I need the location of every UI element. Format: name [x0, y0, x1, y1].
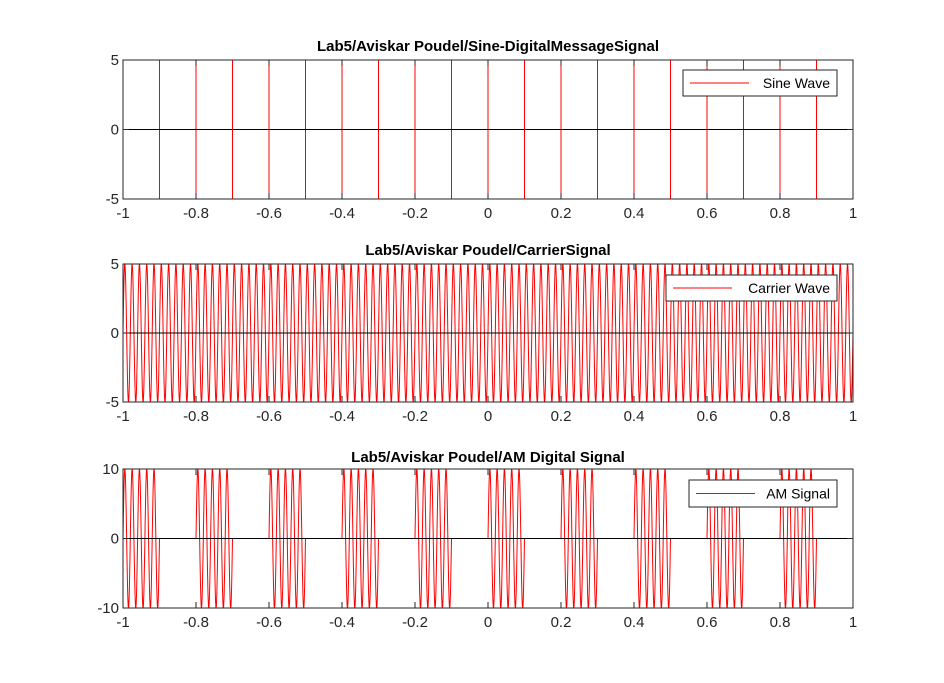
x-tick-label: 0.2 [551, 408, 572, 425]
legend: Carrier Wave [665, 274, 838, 302]
x-tick-label: -0.4 [329, 205, 355, 222]
x-tick-label: -0.4 [329, 614, 355, 631]
x-tick-label: 0.4 [624, 205, 645, 222]
x-tick-label: 1 [849, 614, 857, 631]
x-tick-label: 1 [849, 408, 857, 425]
subplot-am: Lab5/Aviskar Poudel/AM Digital Signal -1… [97, 449, 857, 631]
x-tick-label: 0.4 [624, 408, 645, 425]
y-tick-label: 0 [111, 325, 119, 342]
legend-label: Carrier Wave [748, 280, 830, 296]
y-tick-label: -10 [97, 600, 119, 617]
x-tick-label: 0.6 [697, 408, 718, 425]
legend: AM Signal [688, 479, 838, 508]
subplot-carrier-title: Lab5/Aviskar Poudel/CarrierSignal [365, 242, 610, 259]
x-tick-label: 0 [484, 408, 492, 425]
y-tick-label: 5 [111, 52, 119, 69]
x-tick-label: 0.2 [551, 205, 572, 222]
legend: Sine Wave [682, 69, 838, 97]
x-tick-label: -0.8 [183, 205, 209, 222]
x-tick-label: -0.8 [183, 614, 209, 631]
y-tick-label: 5 [111, 256, 119, 273]
y-tick-label: 0 [111, 122, 119, 139]
x-tick-label: 0.8 [770, 408, 791, 425]
x-tick-label: 0 [484, 205, 492, 222]
x-tick-label: 1 [849, 205, 857, 222]
y-tick-label: 10 [102, 461, 119, 478]
subplot-carrier-axes: -1 -0.8 -0.6 -0.4 -0.2 0 0.2 0.4 0.6 0.8 1 -5 0 5 Carr… [106, 256, 858, 425]
x-tick-label: -1 [116, 614, 129, 631]
legend-label: AM Signal [766, 486, 830, 502]
x-tick-label: 0.8 [770, 614, 791, 631]
x-tick-label: -0.6 [256, 614, 282, 631]
x-tick-label: 0 [484, 614, 492, 631]
x-tick-label: 0.2 [551, 614, 572, 631]
y-tick-label: -5 [106, 191, 119, 208]
subplot-am-axes: -1 -0.8 -0.6 -0.4 -0.2 0 0.2 0.4 0.6 0.8 1 -10 0 10 AM… [97, 461, 857, 631]
x-tick-label: -0.8 [183, 408, 209, 425]
y-tick-label: -5 [106, 394, 119, 411]
x-tick-label: -0.6 [256, 408, 282, 425]
x-tick-label: -0.2 [402, 408, 428, 425]
subplot-am-title: Lab5/Aviskar Poudel/AM Digital Signal [351, 449, 625, 466]
x-tick-label: 0.8 [770, 205, 791, 222]
x-tick-label: -1 [116, 205, 129, 222]
subplot-message-axes: -1 -0.8 -0.6 -0.4 -0.2 0 0.2 0.4 0.6 0.8 1 -5 0 5 Sine… [106, 52, 858, 222]
subplot-message-title: Lab5/Aviskar Poudel/Sine-DigitalMessageS… [317, 38, 659, 55]
y-tick-label: 0 [111, 531, 119, 548]
x-tick-label: -1 [116, 408, 129, 425]
x-tick-label: -0.2 [402, 205, 428, 222]
subplot-message: Lab5/Aviskar Poudel/Sine-DigitalMessageS… [106, 38, 858, 222]
x-tick-label: 0.6 [697, 205, 718, 222]
subplot-carrier: Lab5/Aviskar Poudel/CarrierSignal -1 -0.8… [106, 242, 858, 425]
x-tick-label: 0.6 [697, 614, 718, 631]
x-tick-label: 0.4 [624, 614, 645, 631]
legend-label: Sine Wave [763, 75, 830, 91]
x-tick-label: -0.2 [402, 614, 428, 631]
x-tick-label: -0.6 [256, 205, 282, 222]
x-tick-label: -0.4 [329, 408, 355, 425]
